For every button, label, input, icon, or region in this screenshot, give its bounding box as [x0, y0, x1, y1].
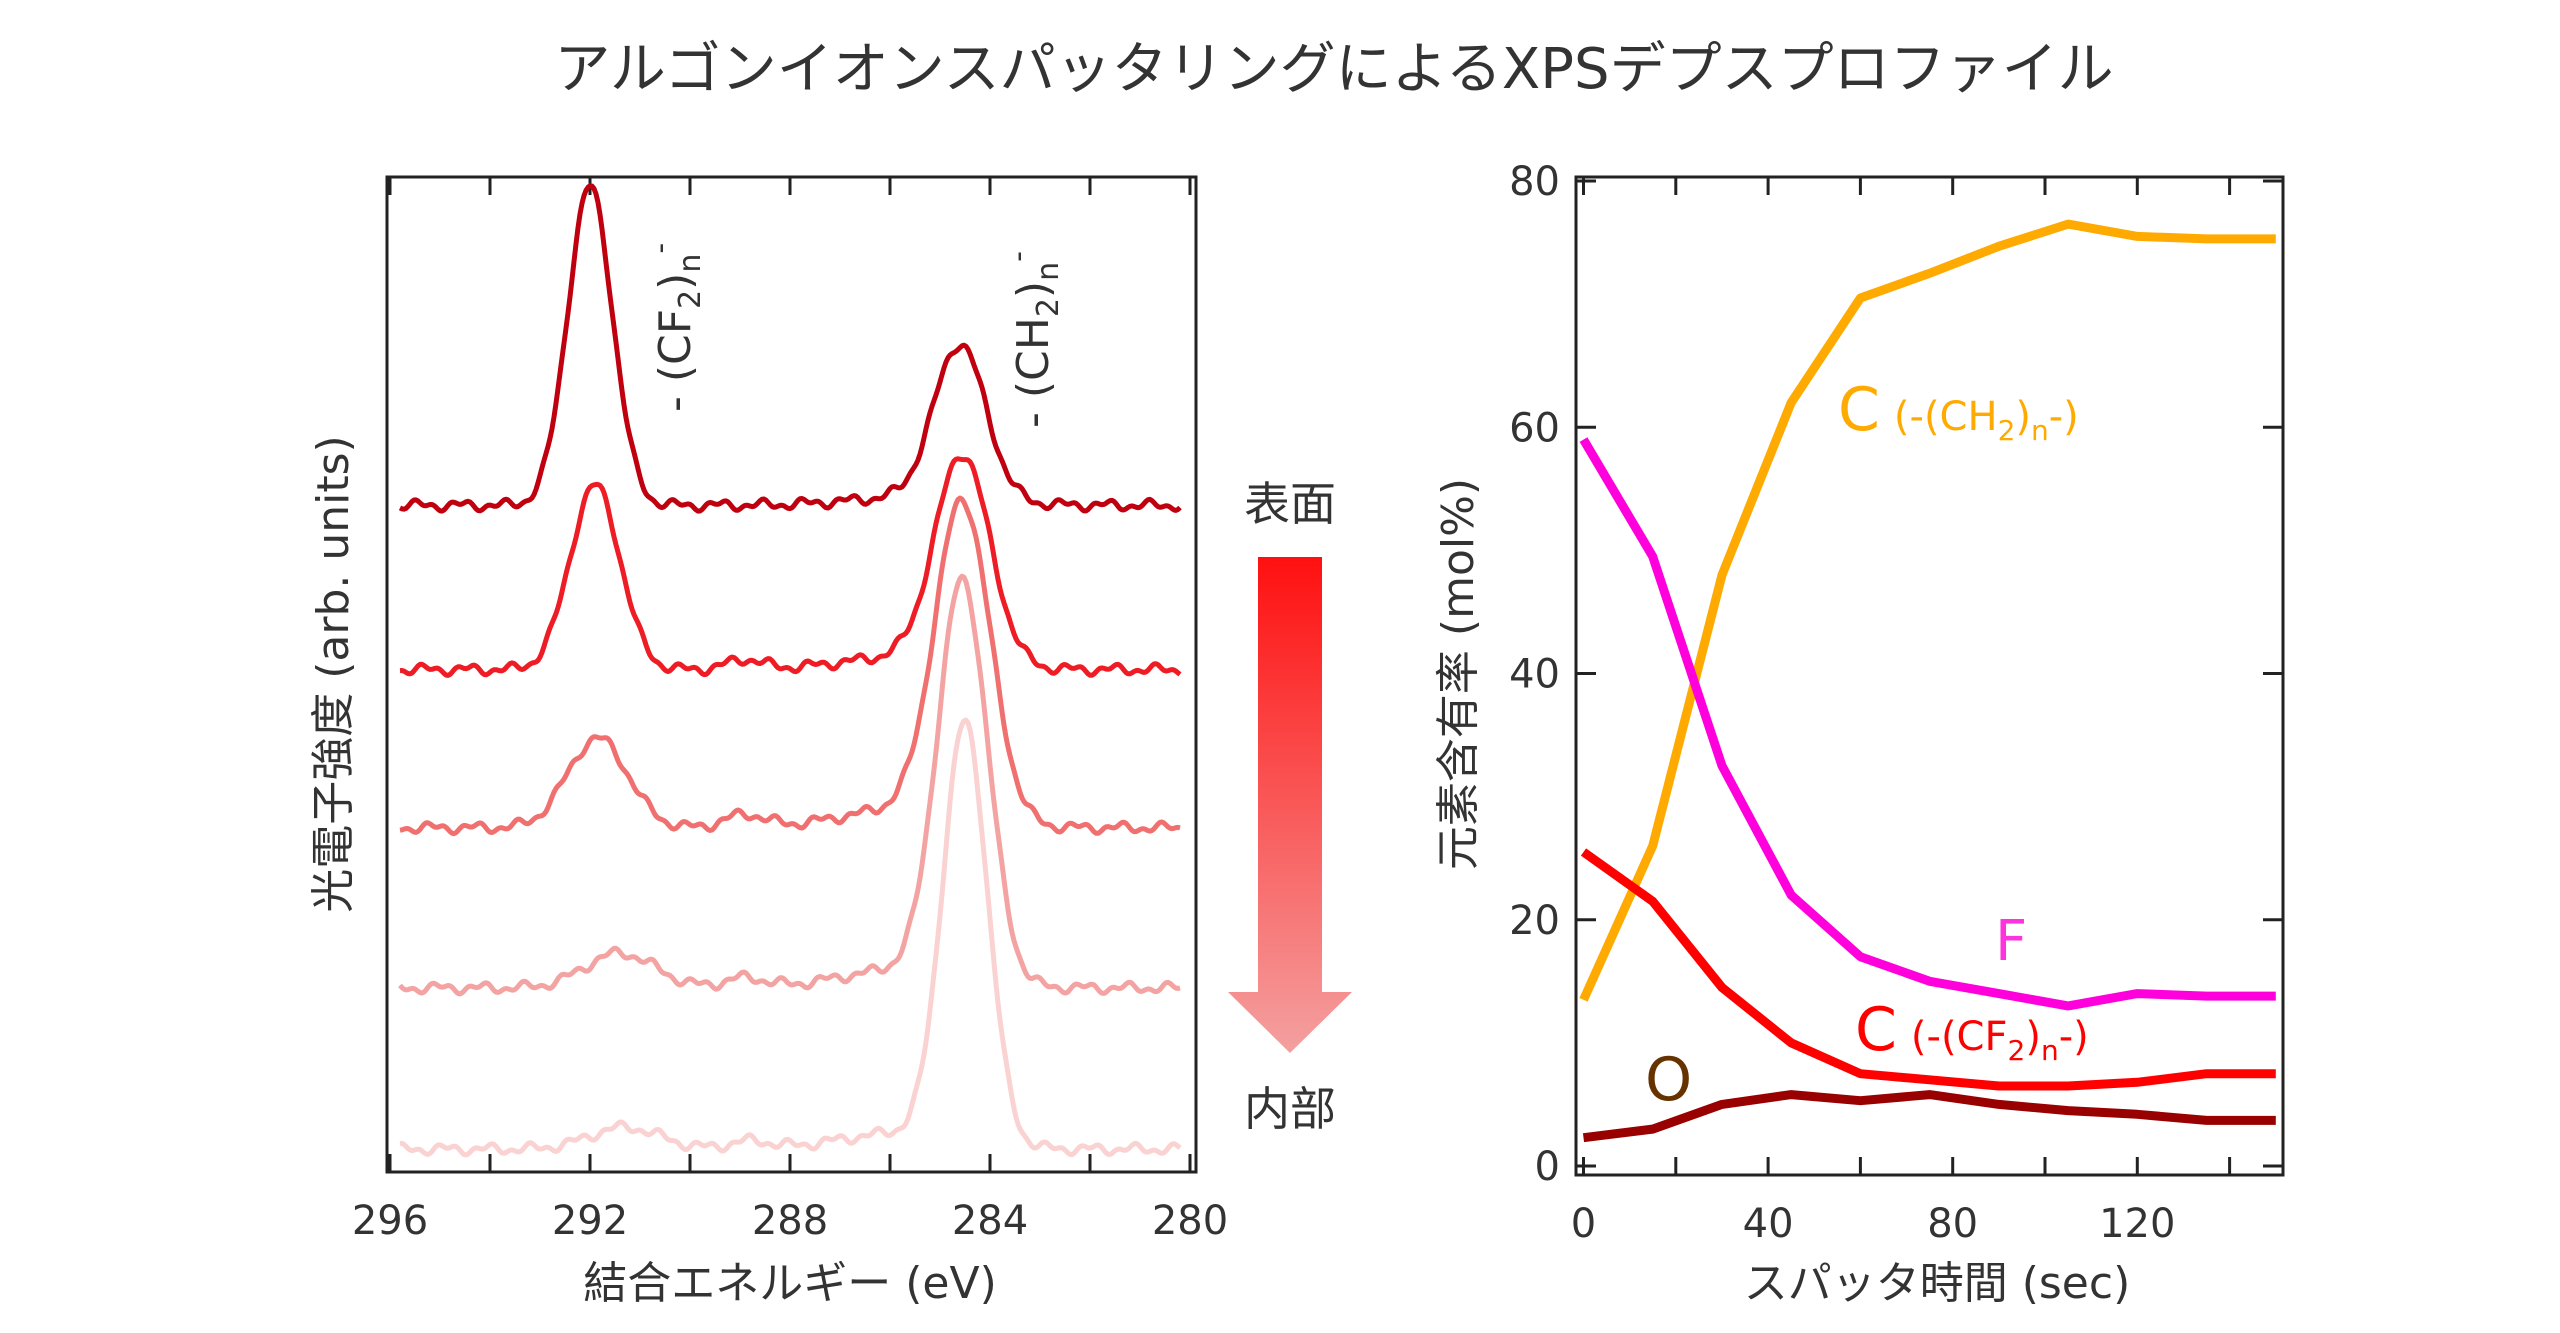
right-plot-frame	[1574, 175, 2285, 1177]
y-tick-label: 20	[1509, 898, 1560, 944]
figure-title: アルゴンイオンスパッタリングによるXPSデプスプロファイル	[554, 37, 2113, 102]
series-label-f: F	[1995, 909, 2027, 974]
left-series	[398, 183, 1182, 1158]
x-tick-label: 292	[552, 1198, 628, 1244]
xps-spectra-chart: 296 292 288 284 280 結合エネルギー (eV) 光電子強度 (arb.…	[308, 175, 1352, 1309]
spectrum-line-5	[399, 717, 1182, 1158]
y-tick-label: 40	[1509, 652, 1560, 698]
x-tick-label: 0	[1571, 1201, 1596, 1247]
series-line-f	[1579, 437, 2276, 1011]
annotation-ch2: - (CH2)n-	[1001, 251, 1066, 428]
left-x-ticks: 296 292 288 284 280	[352, 177, 1228, 1244]
annotation-cf2: - (CF2)n-	[643, 243, 708, 412]
right-ticks: 0 40 80 120 0 20 40 60 80	[1509, 159, 2283, 1247]
arrow-top-label: 表面	[1244, 477, 1336, 531]
x-tick-label: 288	[752, 1198, 828, 1244]
spectrum-line-1	[398, 183, 1182, 514]
series-label-o: O	[1645, 1045, 1692, 1115]
spectrum-line-4	[398, 573, 1181, 997]
left-plot-frame	[385, 175, 1198, 1174]
y-tick-label: 80	[1509, 159, 1560, 205]
x-tick-label: 296	[352, 1198, 428, 1244]
arrow-bottom-label: 内部	[1244, 1082, 1336, 1136]
spectrum-line-2	[399, 456, 1182, 678]
x-tick-label: 120	[2099, 1201, 2175, 1247]
x-tick-label: 280	[1152, 1198, 1228, 1244]
right-y-axis-label: 元素含有率 (mol%)	[1433, 478, 1484, 870]
right-series	[1579, 219, 2276, 1143]
y-tick-label: 60	[1509, 405, 1560, 451]
series-line-o	[1582, 1090, 2276, 1143]
series-label-c-ch2: C (-(CH2)n-)	[1838, 375, 2079, 447]
series-line-c-ch2-n-	[1579, 219, 2276, 1002]
right-x-axis-label: スパッタ時間 (sec)	[1744, 1258, 2131, 1309]
x-tick-label: 40	[1743, 1201, 1794, 1247]
x-tick-label: 80	[1927, 1201, 1978, 1247]
spectrum-line-3	[399, 495, 1181, 837]
y-tick-label: 0	[1535, 1144, 1560, 1190]
left-x-axis-label: 結合エネルギー (eV)	[583, 1258, 997, 1309]
series-line-c-cf2-n-	[1580, 848, 2276, 1091]
left-y-axis-label: 光電子強度 (arb. units)	[308, 435, 359, 912]
depth-profile-chart: 0 40 80 120 0 20 40 60 80 スパッタ時間 (sec) 元素含有率 (mo…	[1433, 159, 2285, 1309]
depth-arrow-icon	[1228, 557, 1352, 1053]
series-label-c-cf2: C (-(CF2)n-)	[1855, 995, 2089, 1067]
x-tick-label: 284	[952, 1198, 1028, 1244]
